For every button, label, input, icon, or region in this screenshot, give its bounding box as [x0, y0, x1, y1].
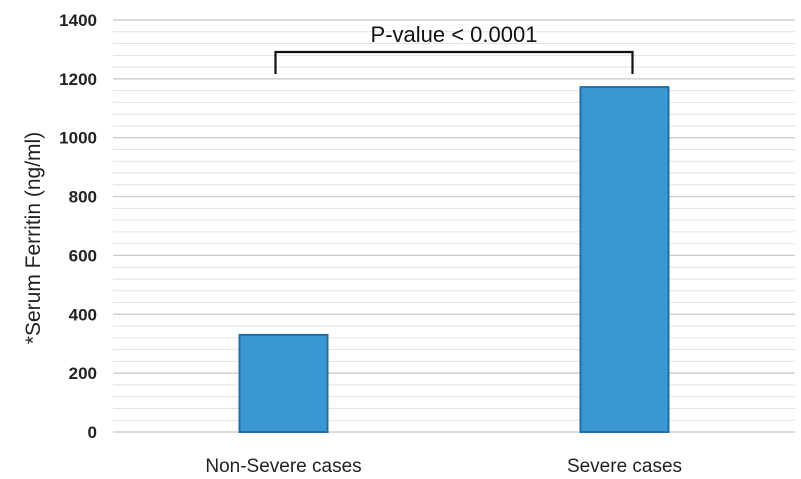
y-tick-label: 1400 [59, 11, 97, 30]
y-tick-label: 0 [88, 423, 97, 442]
bars [238, 86, 670, 434]
significance-bracket [274, 50, 634, 74]
gridlines [113, 19, 795, 433]
bar [238, 333, 329, 433]
y-tick-label: 200 [69, 364, 97, 383]
y-tick-label: 800 [69, 188, 97, 207]
bar [579, 86, 670, 434]
significance-annotation: P-value < 0.0001 [274, 22, 634, 74]
p-value-label: P-value < 0.0001 [371, 22, 538, 47]
y-tick-label: 1000 [59, 129, 97, 148]
y-axis-ticks: 0 200 400 600 800 1000 1200 1400 [59, 11, 97, 442]
y-tick-label: 1200 [59, 70, 97, 89]
x-category-label: Severe cases [567, 456, 682, 477]
y-tick-label: 600 [69, 246, 97, 265]
y-tick-label: 400 [69, 305, 97, 324]
x-category-label: Non-Severe cases [205, 456, 361, 477]
x-axis-categories: Non-Severe cases Severe cases [205, 456, 682, 477]
y-axis-label: *Serum Ferritin (ng/ml) [22, 132, 45, 344]
